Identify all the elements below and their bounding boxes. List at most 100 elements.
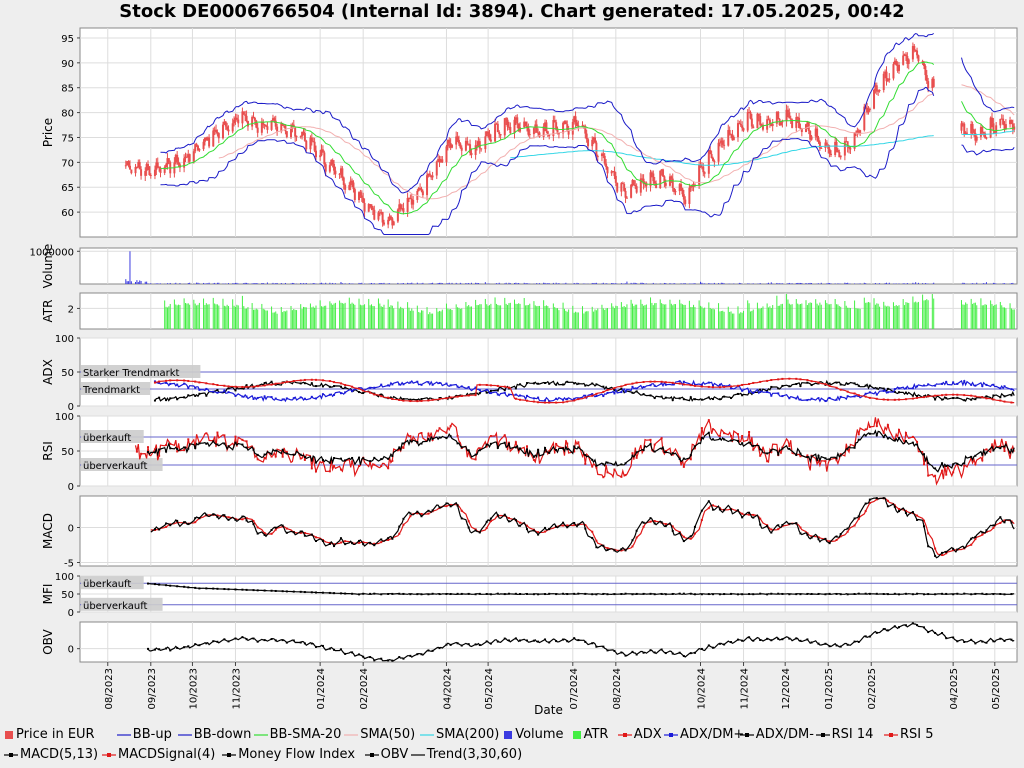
macd-line-marker — [176, 519, 179, 522]
macd-line-marker — [748, 511, 751, 514]
adx-dm-minus-line-marker — [723, 395, 726, 398]
rsi14-line-marker — [730, 439, 733, 442]
adx-dm-minus-line-marker — [602, 385, 605, 388]
candle-body — [922, 63, 925, 66]
macd-line-marker — [212, 513, 215, 516]
rsi5-line-marker — [922, 463, 925, 466]
adx-dm-minus-line-marker — [893, 390, 896, 393]
rsi14-line-marker — [620, 463, 623, 466]
candle-body — [717, 142, 720, 162]
mfi-line-marker — [285, 590, 288, 593]
mfi-line-marker — [693, 593, 696, 596]
y-tick-label: 90 — [61, 59, 74, 70]
macd-signal-line-marker — [373, 542, 376, 545]
rsi14-line-marker — [868, 432, 871, 435]
rsi5-line-marker — [169, 442, 172, 445]
macd-line-marker — [503, 513, 506, 516]
candle-body — [301, 131, 304, 137]
adx-dm-plus-line-marker — [245, 395, 248, 398]
y-tick-label: 0 — [68, 402, 74, 413]
adx-line-marker — [474, 394, 477, 397]
adx-dm-plus-line-marker — [766, 391, 769, 394]
adx-line-marker — [485, 383, 488, 386]
candle-body — [707, 150, 710, 174]
adx-dm-plus-line-marker — [344, 391, 347, 394]
rsi5-line-marker — [736, 433, 739, 436]
candle-body — [709, 150, 712, 155]
candle-body — [464, 140, 467, 151]
adx-dm-minus-line-marker — [689, 396, 692, 399]
ref-label: Trendmarkt — [82, 385, 140, 396]
candle-body — [387, 219, 390, 225]
adx-line-marker — [770, 379, 773, 382]
adx-dm-plus-line-marker — [748, 391, 751, 394]
mfi-line-marker — [387, 592, 390, 595]
macd-signal-line-marker — [427, 512, 430, 515]
rsi14-line-marker — [970, 455, 973, 458]
macd-signal-line-marker — [263, 532, 266, 535]
candle-body — [836, 150, 839, 153]
mfi-line-marker — [507, 592, 510, 595]
candle-body — [884, 71, 887, 74]
candle-body — [439, 159, 442, 163]
candle-body — [961, 123, 964, 125]
rsi5-line-marker — [373, 463, 376, 466]
macd-signal-line-marker — [525, 524, 528, 527]
macd-signal-line-marker — [635, 536, 638, 539]
rsi14-line-marker — [631, 454, 634, 457]
mfi-line-marker — [402, 592, 405, 595]
macd-line-marker — [369, 541, 372, 544]
candle-body — [824, 142, 827, 148]
rsi14-line-marker — [274, 449, 277, 452]
macd-line-marker — [952, 547, 955, 550]
candle-body — [373, 209, 376, 220]
macd-signal-line-marker — [252, 520, 255, 523]
candle-body — [437, 159, 440, 162]
rsi5-line-marker — [748, 430, 751, 433]
adx-dm-minus-line-marker — [671, 399, 674, 402]
adx-dm-minus-line-marker — [176, 398, 179, 401]
obv-line-marker — [904, 624, 907, 627]
adx-dm-plus-line-marker — [602, 395, 605, 398]
adx-dm-plus-line-marker — [882, 389, 885, 392]
legend-item: BB-down — [177, 727, 251, 743]
adx-line-marker — [339, 382, 342, 385]
candle-body — [242, 111, 245, 115]
candle-body — [741, 125, 744, 129]
obv-line-marker — [321, 644, 324, 647]
candle-body — [856, 130, 859, 133]
candle-body — [487, 131, 490, 134]
adx-line-marker — [689, 384, 692, 387]
candle-body — [556, 129, 559, 134]
macd-signal-line-marker — [606, 547, 609, 550]
obv-line-marker — [642, 651, 645, 654]
candle-body — [362, 197, 365, 203]
macd-line-marker — [314, 540, 317, 543]
candle-body — [474, 145, 477, 156]
candle-body — [963, 123, 966, 135]
rsi5-line-marker — [882, 431, 885, 434]
adx-dm-minus-line-marker — [835, 381, 838, 384]
mfi-line-marker — [631, 593, 634, 596]
candle-body — [892, 64, 895, 79]
rsi14-line-marker — [904, 440, 907, 443]
adx-line-marker — [766, 379, 769, 382]
macd-signal-line-marker — [449, 503, 452, 506]
mfi-line-marker — [752, 593, 755, 596]
legend-item: Price in EUR — [4, 727, 95, 743]
candle-body — [516, 117, 519, 124]
adx-line-marker — [449, 396, 452, 399]
mfi-line-marker — [999, 592, 1002, 595]
candle-body — [244, 114, 247, 116]
mfi-line-marker — [759, 592, 762, 595]
rsi5-line-marker — [321, 460, 324, 463]
candle-body — [320, 149, 323, 156]
macd-line-marker — [799, 532, 802, 535]
legend-item: OBV — [364, 747, 408, 763]
obv-line-marker — [449, 643, 452, 646]
macd-signal-line-marker — [868, 501, 871, 504]
candle-body — [750, 118, 753, 127]
candle-body — [532, 128, 535, 135]
rsi14-line-marker — [759, 448, 762, 451]
rsi14-line-marker — [678, 457, 681, 460]
